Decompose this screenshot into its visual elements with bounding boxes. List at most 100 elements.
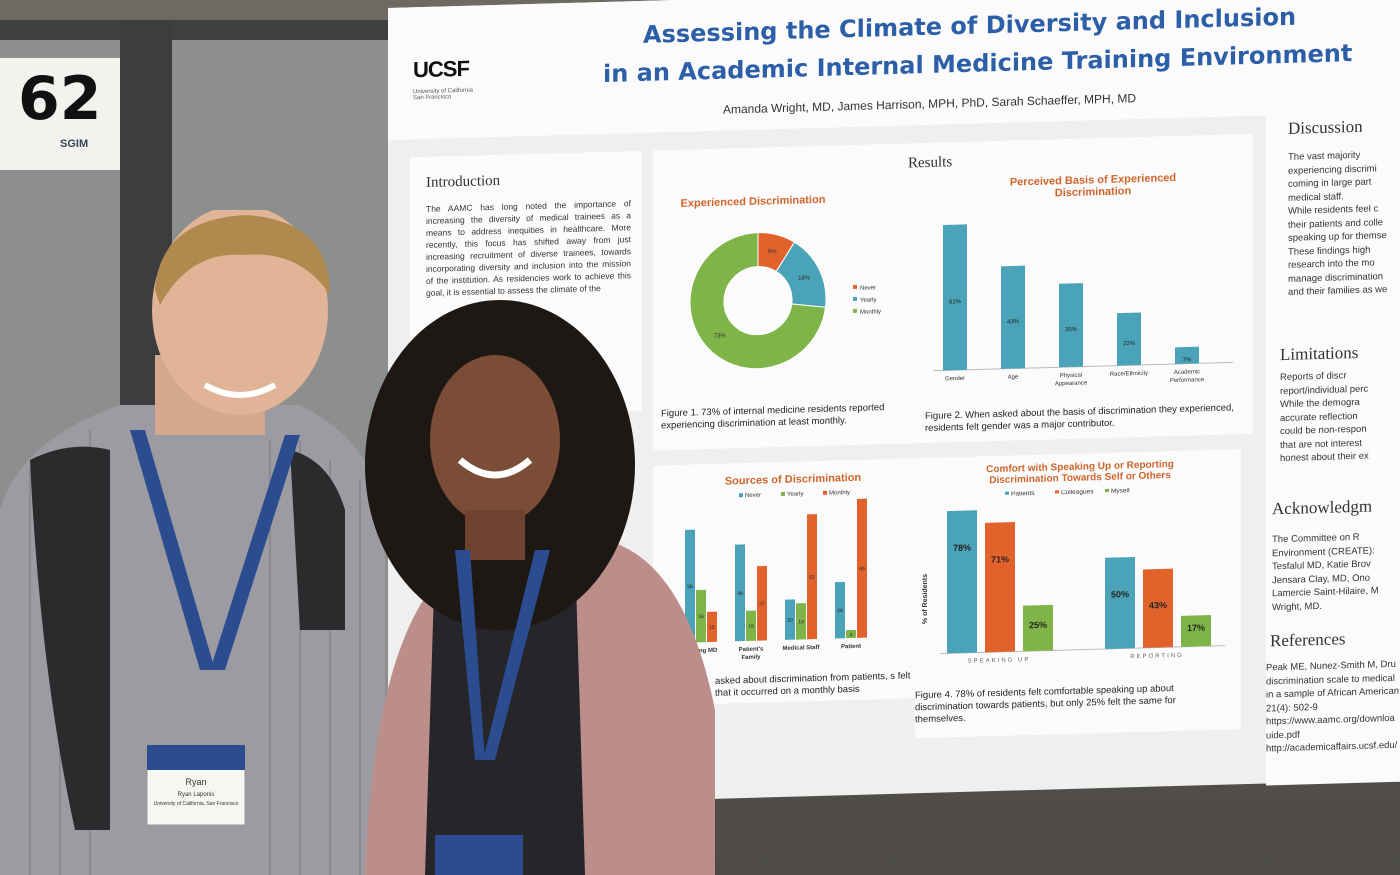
fig4-bar xyxy=(1181,615,1211,647)
discussion-text: The vast majority experiencing discrimi co… xyxy=(1288,148,1400,300)
woman-lanyard-left xyxy=(455,550,485,760)
fig3-data-label: 69 xyxy=(859,566,865,572)
fig3-bar-chart: Never Yearly Monthly 56 26 15 tending MD 48 15 37… xyxy=(685,490,867,661)
fig3-bar xyxy=(807,514,817,640)
fig3-data-label: 4 xyxy=(850,632,853,638)
fig3-data-label: 62 xyxy=(809,575,815,581)
fig4-data-label: 71% xyxy=(991,554,1009,565)
fig3-tick-label: Medical Staff xyxy=(782,645,820,652)
legend-label-monthly: Monthly xyxy=(860,309,881,316)
acknowledgments-text: The Committee on R Environment (CREATE): T… xyxy=(1272,530,1400,615)
poster-authors: Amanda Wright, MD, James Harrison, MPH, … xyxy=(723,91,1137,117)
fig2-data-label: 35% xyxy=(1065,327,1078,333)
fig3-data-label: 26 xyxy=(698,614,704,620)
man-badge-subname: Ryan Laponis xyxy=(178,792,215,798)
fig4-bar-chart: Patients Colleagues Myself % of Residents 78… xyxy=(922,487,1225,665)
fig4-tick-label: REPORTING xyxy=(1130,653,1184,660)
fig3-data-label: 48 xyxy=(737,591,743,597)
fig4-legend-label: Colleagues xyxy=(1061,488,1094,496)
fig4-bar xyxy=(1023,604,1053,652)
woman-neck xyxy=(465,510,525,560)
fig3-bar xyxy=(746,610,756,642)
fig4-data-label: 25% xyxy=(1029,620,1047,631)
limitations-heading: Limitations xyxy=(1280,342,1359,365)
donut-slice-monthly xyxy=(689,232,827,370)
fig3-bar xyxy=(685,529,695,643)
person-man: Ryan Ryan Laponis University of Californ… xyxy=(0,210,385,875)
limitations-text: Reports of discr report/individual perc Wh… xyxy=(1280,368,1400,466)
man-hair xyxy=(155,215,330,305)
fig4-legend-label: Patients xyxy=(1011,490,1035,498)
results-panel: Results Experienced Discrimination 9% 18%… xyxy=(653,133,1253,451)
fig4-legend-label: Myself xyxy=(1111,487,1130,495)
fig2-bar-0 xyxy=(943,224,967,371)
fig4-data-label: 50% xyxy=(1111,589,1129,600)
fig4-panel: Comfort with Speaking Up or Reporting Di… xyxy=(915,449,1241,739)
poster-header: UCSF University of California San Franci… xyxy=(388,0,1400,140)
fig3-data-label: 20 xyxy=(787,618,793,624)
fig2-data-label: 43% xyxy=(1007,319,1020,325)
fig4-data-label: 78% xyxy=(953,542,971,553)
board-number: 62 xyxy=(18,64,102,134)
fig3-bar xyxy=(735,544,745,642)
backpack-strap-right xyxy=(290,450,345,630)
fig4-title: Comfort with Speaking Up or Reporting Di… xyxy=(986,459,1174,487)
woman-name-badge xyxy=(435,835,523,875)
fig3-bar xyxy=(796,603,806,640)
fig4-tick-label: SPEAKING UP xyxy=(968,657,1031,665)
fig4-legend-swatch xyxy=(1105,487,1109,492)
fig4-caption: Figure 4. 78% of residents felt comforta… xyxy=(915,683,1176,726)
references-line: http://academicaffairs.ucsf.edu/ xyxy=(1266,739,1398,755)
fig2-tick-label: Performance xyxy=(1170,377,1205,384)
fig3-data-label: 15 xyxy=(709,625,715,631)
man-lanyard-right xyxy=(210,435,300,670)
fig3-legend-swatch xyxy=(823,490,827,495)
fig2-tick-label: Appearance xyxy=(1055,380,1088,387)
fig2-tick-label: Academic xyxy=(1174,369,1200,376)
fig2-bar-4 xyxy=(1175,346,1199,365)
donut-label: 73% xyxy=(714,333,727,339)
man-lanyard-left xyxy=(130,430,215,670)
fig3-data-label: 18 xyxy=(798,619,804,625)
fig1-title: Experienced Discrimination xyxy=(680,193,826,210)
fig3-legend-swatch xyxy=(739,493,743,498)
woman-smile xyxy=(457,457,533,479)
fig3-legend-swatch xyxy=(781,491,785,497)
legend-label-never: Never xyxy=(860,285,876,291)
fig2-data-label: 61% xyxy=(949,299,962,305)
man-smile xyxy=(203,382,277,398)
fig3-data-label: 28 xyxy=(837,608,843,614)
fig3-bar xyxy=(707,611,717,643)
man-badge-org: University of California, San Francisco xyxy=(154,801,239,807)
fig4-legend-swatch xyxy=(1055,489,1059,494)
fig3-legend-label: Monthly xyxy=(829,490,850,497)
man-badge-header xyxy=(147,745,245,770)
woman-face xyxy=(430,355,560,525)
legend-swatch-monthly xyxy=(853,308,857,314)
fig2-tick-label: Race/Ethnicity xyxy=(1110,371,1148,378)
fig3-bar xyxy=(846,629,856,639)
fig3-data-label: 56 xyxy=(687,584,693,590)
fig4-data-label: 43% xyxy=(1149,600,1167,611)
fig3-legend-label: Yearly xyxy=(787,491,803,497)
fig2-bar-2 xyxy=(1059,283,1083,368)
fig3-bar xyxy=(696,589,706,643)
fig2-bar-1 xyxy=(1001,265,1025,369)
fig3-bar xyxy=(835,581,845,639)
right-column: Discussion The vast majority experiencing… xyxy=(1266,101,1400,786)
references-text: Peak ME, Nunez-Smith M, Dru discriminatio… xyxy=(1266,658,1400,756)
results-heading: Results xyxy=(908,154,953,172)
intro-heading: Introduction xyxy=(426,172,501,191)
fig3-bar xyxy=(785,599,795,640)
fig3-tick-label: Patient xyxy=(841,644,861,651)
woman-lanyard-right xyxy=(483,550,550,760)
poster: UCSF University of California San Franci… xyxy=(388,0,1400,808)
fig3-bar xyxy=(757,565,767,641)
legend-swatch-never xyxy=(853,284,857,290)
fig2-bar-3 xyxy=(1117,312,1141,366)
fig2-tick-label: Gender xyxy=(945,376,965,383)
fig4-data-label: 17% xyxy=(1187,623,1205,634)
fig3-data-label: 15 xyxy=(748,624,754,630)
fig4-y-axis-label: % of Residents xyxy=(922,574,929,624)
poster-title-line1: Assessing the Climate of Diversity and I… xyxy=(643,2,1297,49)
